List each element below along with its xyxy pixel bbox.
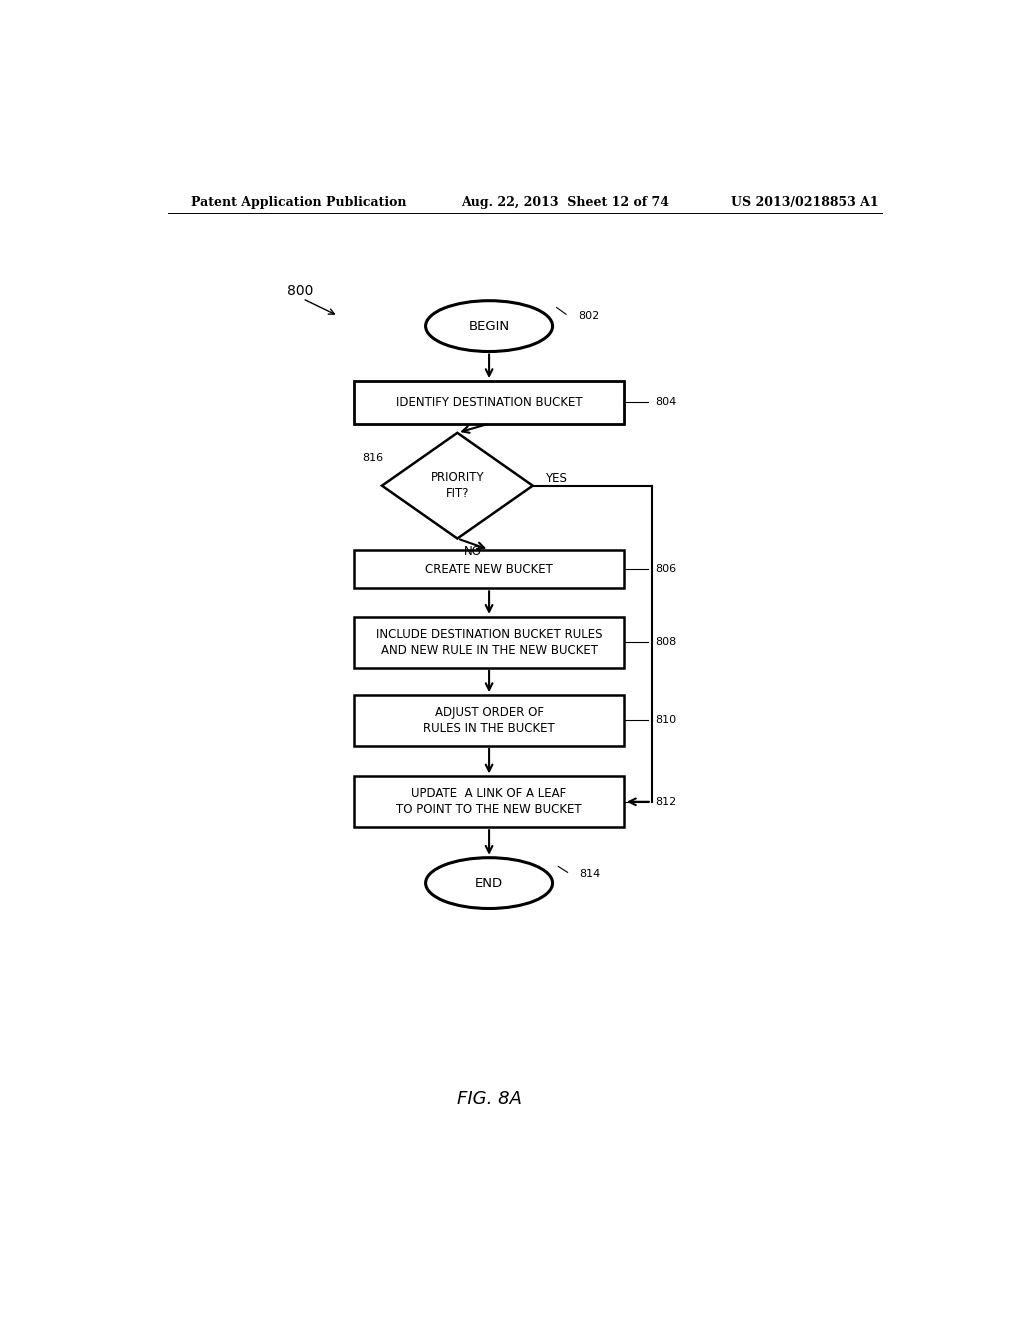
Text: UPDATE  A LINK OF A LEAF
TO POINT TO THE NEW BUCKET: UPDATE A LINK OF A LEAF TO POINT TO THE … xyxy=(396,787,582,816)
Text: END: END xyxy=(475,876,503,890)
Text: Aug. 22, 2013  Sheet 12 of 74: Aug. 22, 2013 Sheet 12 of 74 xyxy=(461,195,670,209)
Text: YES: YES xyxy=(545,473,566,484)
Text: IDENTIFY DESTINATION BUCKET: IDENTIFY DESTINATION BUCKET xyxy=(395,396,583,409)
Text: 816: 816 xyxy=(362,453,383,463)
Text: 814: 814 xyxy=(580,869,601,879)
Text: 810: 810 xyxy=(655,715,677,726)
Text: 802: 802 xyxy=(578,312,599,321)
Text: BEGIN: BEGIN xyxy=(469,319,510,333)
Text: 804: 804 xyxy=(655,397,677,408)
Bar xyxy=(354,549,624,589)
Bar xyxy=(354,381,624,424)
Text: FIG. 8A: FIG. 8A xyxy=(457,1089,521,1107)
Text: INCLUDE DESTINATION BUCKET RULES
AND NEW RULE IN THE NEW BUCKET: INCLUDE DESTINATION BUCKET RULES AND NEW… xyxy=(376,628,602,657)
Text: 806: 806 xyxy=(655,564,677,574)
Text: 800: 800 xyxy=(287,284,313,297)
Text: 808: 808 xyxy=(655,638,677,647)
Text: US 2013/0218853 A1: US 2013/0218853 A1 xyxy=(731,195,879,209)
Bar xyxy=(354,776,624,828)
Bar xyxy=(354,616,624,668)
Text: NO: NO xyxy=(464,545,481,557)
Text: ADJUST ORDER OF
RULES IN THE BUCKET: ADJUST ORDER OF RULES IN THE BUCKET xyxy=(423,706,555,735)
Text: Patent Application Publication: Patent Application Publication xyxy=(191,195,407,209)
Text: 812: 812 xyxy=(655,797,677,807)
Text: CREATE NEW BUCKET: CREATE NEW BUCKET xyxy=(425,562,553,576)
Text: PRIORITY
FIT?: PRIORITY FIT? xyxy=(430,471,484,500)
Bar xyxy=(354,696,624,746)
